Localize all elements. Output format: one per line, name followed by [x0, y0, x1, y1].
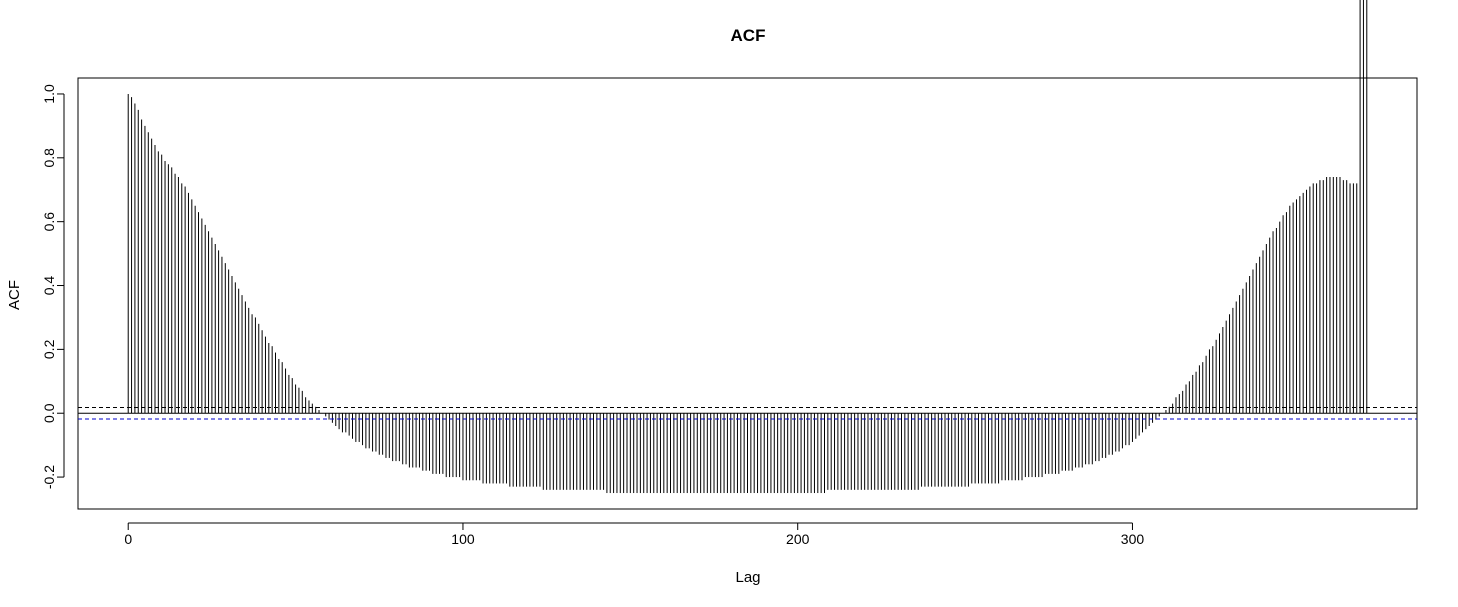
y-tick-label: 0.0	[41, 403, 57, 423]
chart-title: ACF	[731, 26, 766, 45]
x-tick-label: 300	[1121, 531, 1145, 547]
y-axis-label: ACF	[6, 280, 23, 310]
reference-lines	[78, 406, 1417, 420]
y-tick-label: 0.8	[41, 148, 57, 168]
y-axis: -0.2 0.0 0.2 0.4 0.6 0.8 1.0	[41, 84, 65, 489]
y-tick-label: 0.4	[41, 276, 57, 296]
y-tick-label: 1.0	[41, 84, 57, 104]
x-axis: 0 100 200 300	[124, 522, 1145, 547]
x-tick-label: 200	[786, 531, 810, 547]
x-tick-label: 0	[124, 531, 132, 547]
y-tick-label: 0.2	[41, 339, 57, 359]
plot-frame	[77, 77, 1418, 510]
x-axis-label: Lag	[735, 569, 760, 586]
x-tick-label: 100	[451, 531, 475, 547]
acf-bars	[127, 0, 1368, 494]
y-tick-label: -0.2	[41, 465, 57, 489]
y-tick-label: 0.6	[41, 212, 57, 232]
